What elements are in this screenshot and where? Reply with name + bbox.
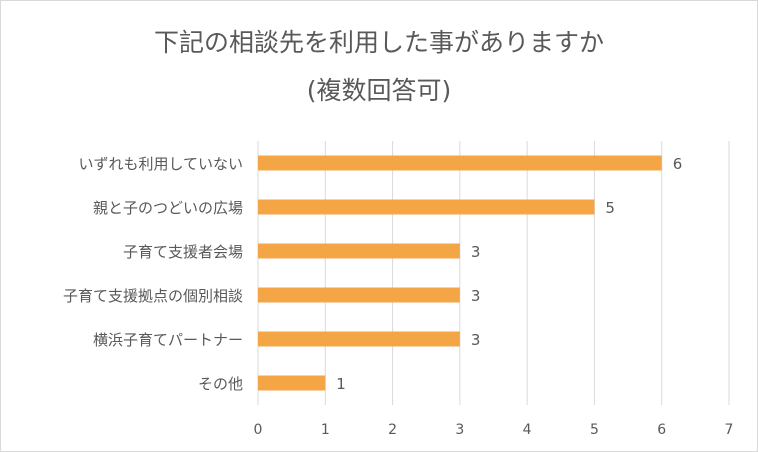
data-label: 5	[605, 199, 615, 217]
bar	[258, 243, 460, 259]
bar	[258, 375, 326, 391]
y-category-label: 子育て支援拠点の個別相談	[63, 287, 243, 305]
x-tick-label: 1	[321, 422, 330, 438]
data-label: 1	[336, 375, 346, 393]
chart-title: 下記の相談先を利用した事がありますか	[153, 28, 604, 57]
bar	[258, 199, 595, 215]
x-tick-label: 6	[657, 422, 666, 438]
y-category-label: 横浜子育てパートナー	[93, 331, 243, 349]
x-tick-label: 3	[455, 422, 464, 438]
x-tick-label: 5	[590, 422, 599, 438]
data-label: 3	[471, 287, 481, 305]
y-category-label: 親と子のつどいの広場	[93, 199, 243, 217]
data-label: 6	[673, 155, 683, 173]
x-tick-label: 4	[523, 422, 532, 438]
x-tick-label: 7	[725, 422, 734, 438]
x-tick-label: 2	[388, 422, 397, 438]
y-category-label: 子育て支援者会場	[123, 243, 243, 261]
bar	[258, 331, 460, 347]
bar	[258, 287, 460, 303]
chart-subtitle: (複数回答可)	[306, 76, 452, 105]
data-label: 3	[471, 331, 481, 349]
y-category-label: その他	[198, 375, 243, 393]
x-tick-label: 0	[254, 422, 263, 438]
bar	[258, 155, 662, 171]
data-label: 3	[471, 243, 481, 261]
y-category-label: いずれも利用していない	[78, 155, 243, 173]
